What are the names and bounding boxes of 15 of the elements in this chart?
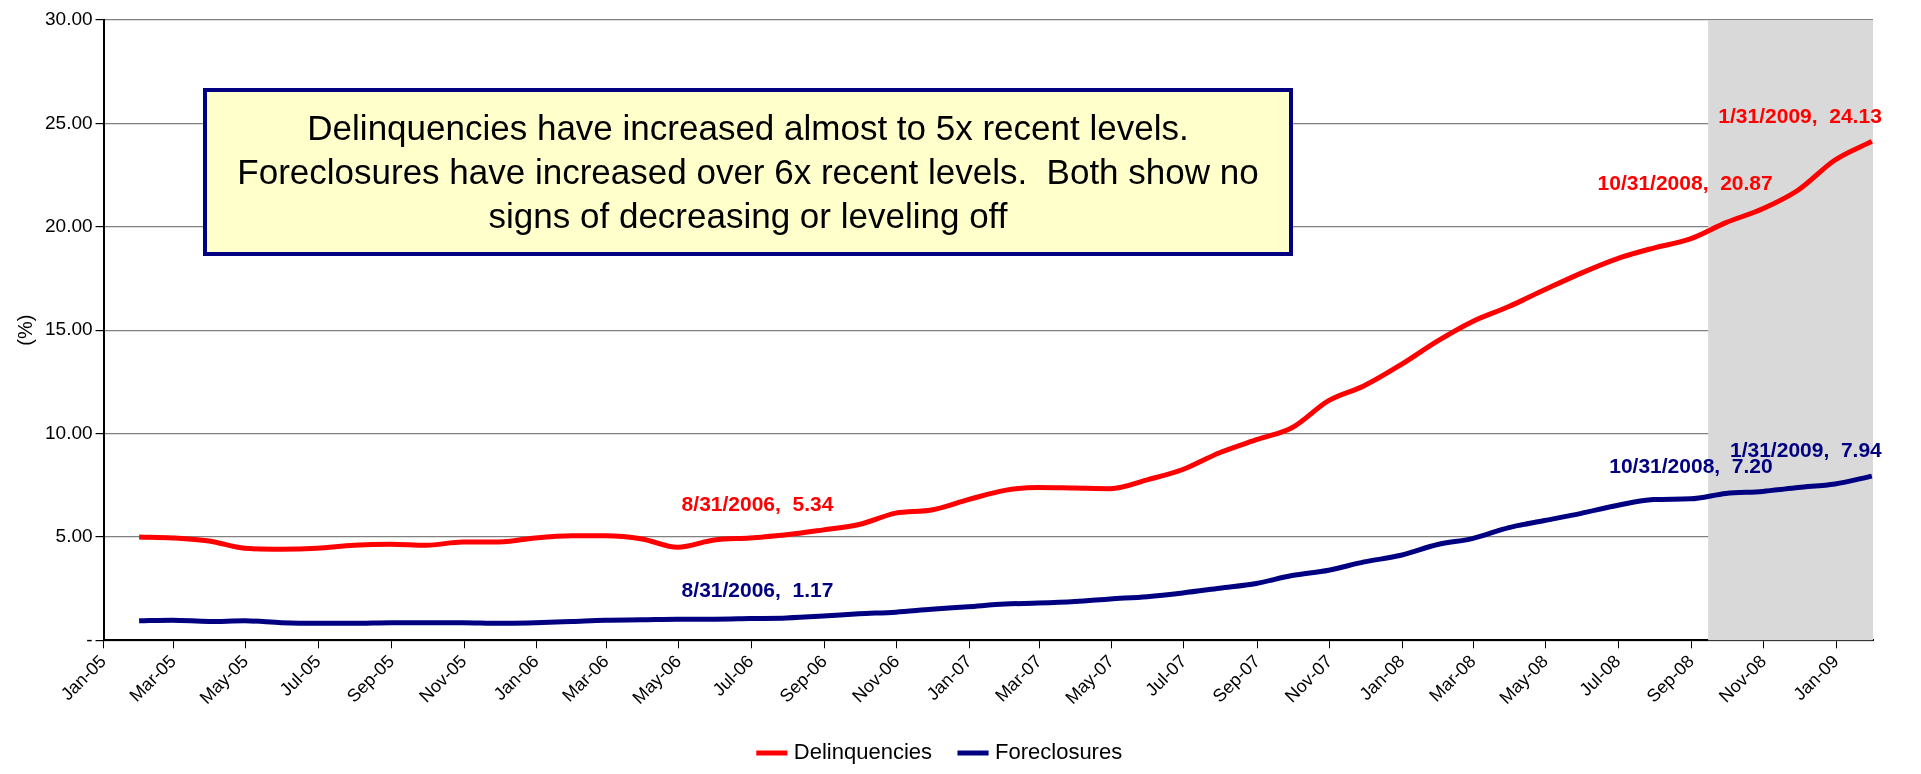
data-label: 8/31/2006, 1.17 (681, 578, 834, 602)
y-tick-label: 15.00 (45, 318, 93, 340)
annotation: Delinquencies have increased almost to 5x recent levels. Foreclosures have increased over 6x recent levels. Both show no signs of decreasing or leveling off (203, 88, 1293, 256)
y-tick-label: - (86, 628, 93, 650)
y-tick-label: 20.00 (45, 215, 93, 236)
y-tick-label: 10.00 (45, 421, 93, 443)
y-tick-label: 5.00 (55, 525, 93, 547)
legend-label: Delinquencies (793, 739, 933, 765)
y-axis-title: (%) (13, 314, 36, 346)
y-tick-label: 30.00 (45, 8, 93, 30)
data-label: 1/31/2009, 24.13 (1718, 103, 1882, 127)
data-label: 8/31/2006, 5.34 (681, 492, 834, 516)
data-label: 10/31/2008, 20.87 (1597, 171, 1773, 195)
legend-label: Foreclosures (995, 739, 1123, 765)
y-tick-label: 25.00 (45, 111, 93, 133)
